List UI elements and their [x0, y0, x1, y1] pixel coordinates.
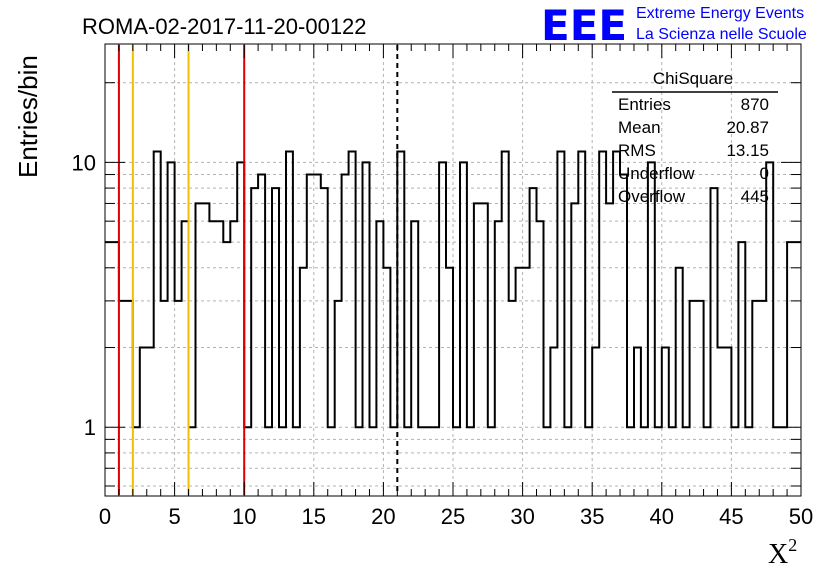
x-axis-label-base: X	[768, 539, 788, 570]
y-tick-label: 1	[84, 415, 96, 440]
stats-row-value: 0	[760, 164, 769, 183]
histogram-bin	[606, 203, 613, 496]
histogram-bin	[119, 301, 126, 496]
stats-rows: Entries 870 Mean 20.87 RMS 13.15 Underflow 0 Ove…	[618, 95, 769, 206]
histogram-bin	[168, 162, 175, 496]
stats-title: ChiSquare	[653, 69, 733, 88]
histogram-bin	[314, 175, 321, 497]
y-tick-label: 10	[72, 150, 96, 175]
histogram-bin	[724, 348, 731, 497]
stats-row-label: Entries	[618, 95, 671, 114]
stats-row-label: RMS	[618, 141, 656, 160]
histogram-bin	[571, 203, 578, 496]
reference-lines	[117, 45, 399, 495]
y-tick-labels: 1 10	[72, 150, 96, 440]
x-tick-label: 50	[789, 504, 813, 529]
histogram-bin	[787, 242, 794, 496]
x-tick-label: 30	[510, 504, 534, 529]
stats-box: ChiSquare Entries 870 Mean 20.87 RMS 13.15 Und…	[612, 69, 778, 206]
stats-row-value: 20.87	[726, 118, 769, 137]
histogram-bin	[335, 301, 342, 496]
histogram-bin	[509, 301, 516, 496]
histogram-bin	[411, 221, 418, 496]
x-axis-label: X2	[768, 535, 797, 570]
histogram-bin	[307, 175, 314, 497]
histogram-bin	[376, 221, 383, 496]
x-tick-label: 0	[99, 504, 111, 529]
stats-row-value: 445	[741, 187, 769, 206]
histogram-bin	[202, 203, 209, 496]
histogram-bin	[383, 268, 390, 496]
histogram-bin	[711, 188, 718, 496]
histogram-bin	[794, 242, 801, 496]
histogram-bin	[237, 162, 244, 496]
histogram-bin	[175, 301, 182, 496]
histogram-bin	[251, 188, 258, 496]
histogram-bin	[363, 162, 370, 496]
histogram-bin	[620, 175, 627, 497]
logo-line-2: La Scienza nelle Scuole	[636, 26, 807, 43]
x-tick-label: 45	[719, 504, 743, 529]
histogram-bin	[550, 348, 557, 497]
histogram-bin	[300, 268, 307, 496]
stats-row-value: 13.15	[726, 141, 769, 160]
histogram-bin	[676, 268, 683, 496]
histogram-bin	[766, 162, 773, 496]
logo-line-1: Extreme Energy Events	[636, 5, 804, 22]
histogram-bin	[147, 348, 154, 497]
y-axis-label: Entries/bin	[13, 55, 43, 178]
histogram-outline	[105, 150, 801, 429]
x-tick-label: 15	[302, 504, 326, 529]
histogram-bin	[209, 221, 216, 496]
histogram-bin	[481, 203, 488, 496]
histogram-bin	[690, 301, 697, 496]
x-tick-labels: 0 5 10 15 20 25 30 35 40 45 50	[99, 504, 813, 529]
stats-row-label: Overflow	[618, 187, 686, 206]
chart-title: ROMA-02-2017-11-20-00122	[82, 14, 367, 39]
x-tick-label: 25	[441, 504, 465, 529]
histogram-bin	[140, 348, 147, 497]
eee-logo: EEE Extreme Energy Events La Scienza nel…	[541, 1, 807, 50]
histogram-bin	[718, 348, 725, 497]
histogram-bin	[272, 188, 279, 496]
histogram-bin	[759, 301, 766, 496]
histogram-bin	[537, 221, 544, 496]
x-tick-label: 40	[650, 504, 674, 529]
x-tick-label: 35	[580, 504, 604, 529]
histogram-bin	[105, 242, 112, 496]
histogram-bin	[752, 301, 759, 496]
stats-row-label: Mean	[618, 118, 661, 137]
histogram-bin	[258, 175, 265, 497]
histogram-bin	[523, 268, 530, 496]
histogram-bin	[530, 188, 537, 496]
histogram-bin	[446, 268, 453, 496]
x-tick-label: 10	[232, 504, 256, 529]
histogram-bin	[662, 348, 669, 497]
axis-ticks	[104, 44, 802, 496]
histogram-bin	[342, 175, 349, 497]
histogram-bin	[196, 203, 203, 496]
histogram-bin	[161, 301, 168, 496]
eee-logo-mark: EEE	[541, 1, 627, 50]
histogram-bin	[474, 203, 481, 496]
histogram-bin	[230, 221, 237, 496]
stats-row-label: Underflow	[618, 164, 695, 183]
histogram-bin	[495, 221, 502, 496]
x-tick-label: 20	[371, 504, 395, 529]
histogram-bin	[516, 268, 523, 496]
histogram-bin	[697, 301, 704, 496]
histogram-bin	[216, 221, 223, 496]
x-tick-label: 5	[168, 504, 180, 529]
stats-row-value: 870	[741, 95, 769, 114]
histogram-bin	[592, 348, 599, 497]
x-axis-label-superscript: 2	[788, 535, 797, 555]
histogram-bin	[223, 242, 230, 496]
